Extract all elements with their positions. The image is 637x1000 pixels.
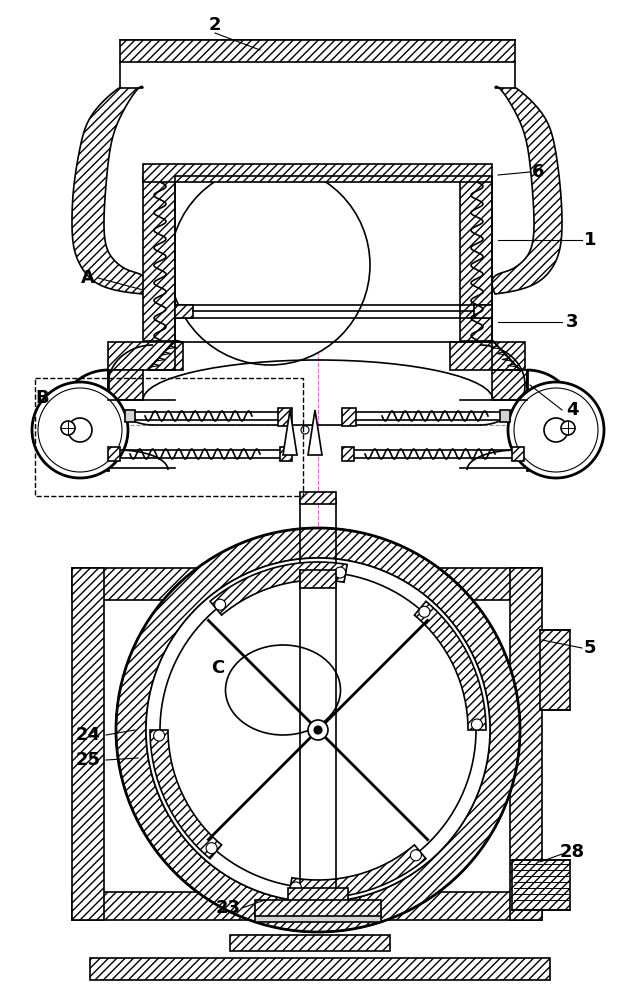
Wedge shape <box>150 730 222 859</box>
Text: B: B <box>35 389 49 407</box>
Text: 28: 28 <box>559 843 585 861</box>
Bar <box>230 935 390 951</box>
Bar <box>255 912 381 922</box>
Bar <box>342 447 354 461</box>
Text: 6: 6 <box>532 163 544 181</box>
Polygon shape <box>308 410 322 455</box>
Circle shape <box>68 418 92 442</box>
Text: 4: 4 <box>566 401 578 419</box>
Text: 5: 5 <box>583 639 596 657</box>
Circle shape <box>215 599 225 610</box>
Bar <box>143 176 175 341</box>
Wedge shape <box>289 845 426 898</box>
Circle shape <box>314 726 322 734</box>
Bar <box>108 342 183 370</box>
Bar <box>120 40 515 62</box>
Wedge shape <box>210 562 347 615</box>
Circle shape <box>290 882 301 893</box>
Circle shape <box>154 730 164 741</box>
Circle shape <box>61 421 75 435</box>
Bar <box>512 860 570 910</box>
Text: 24: 24 <box>76 726 101 744</box>
Bar <box>342 408 356 426</box>
Text: 3: 3 <box>566 313 578 331</box>
Circle shape <box>206 843 217 854</box>
Bar <box>63 395 85 465</box>
Bar <box>175 305 193 318</box>
Polygon shape <box>492 370 527 400</box>
Circle shape <box>419 606 430 617</box>
Polygon shape <box>283 410 297 455</box>
Circle shape <box>334 567 346 578</box>
Bar <box>510 568 542 920</box>
Circle shape <box>410 850 422 861</box>
Bar <box>280 447 292 461</box>
Bar <box>288 888 348 904</box>
Polygon shape <box>108 370 143 400</box>
Bar <box>512 447 524 461</box>
Polygon shape <box>492 340 520 370</box>
Bar <box>450 342 525 370</box>
Text: 23: 23 <box>215 899 241 917</box>
Bar <box>143 164 492 182</box>
Wedge shape <box>116 528 520 932</box>
Circle shape <box>544 418 568 442</box>
Polygon shape <box>148 340 175 370</box>
Circle shape <box>32 382 128 478</box>
Text: A: A <box>81 269 95 287</box>
Bar <box>300 492 336 504</box>
Text: 1: 1 <box>583 231 596 249</box>
Bar <box>460 176 492 341</box>
Circle shape <box>561 421 575 435</box>
Bar <box>108 447 120 461</box>
Circle shape <box>146 558 490 902</box>
Circle shape <box>508 382 604 478</box>
Circle shape <box>38 388 122 472</box>
Bar <box>72 568 104 920</box>
Circle shape <box>170 165 370 365</box>
Bar <box>300 570 336 588</box>
Circle shape <box>160 572 476 888</box>
Circle shape <box>514 388 598 472</box>
Circle shape <box>118 530 518 930</box>
Text: C: C <box>211 659 225 677</box>
Bar <box>72 892 542 920</box>
Bar <box>474 305 492 318</box>
Bar <box>255 900 381 916</box>
Circle shape <box>471 719 482 730</box>
Ellipse shape <box>225 645 341 735</box>
Circle shape <box>301 426 309 434</box>
Wedge shape <box>415 601 486 730</box>
Text: 2: 2 <box>209 16 221 34</box>
Bar <box>550 395 572 465</box>
Text: 25: 25 <box>76 751 101 769</box>
Circle shape <box>308 720 328 740</box>
Bar <box>540 630 570 710</box>
Bar <box>35 378 303 496</box>
Bar <box>278 408 292 426</box>
Polygon shape <box>492 86 562 294</box>
Bar <box>500 410 510 422</box>
Bar <box>72 568 542 600</box>
Bar <box>125 410 135 422</box>
Bar <box>90 958 550 980</box>
Polygon shape <box>72 86 146 294</box>
